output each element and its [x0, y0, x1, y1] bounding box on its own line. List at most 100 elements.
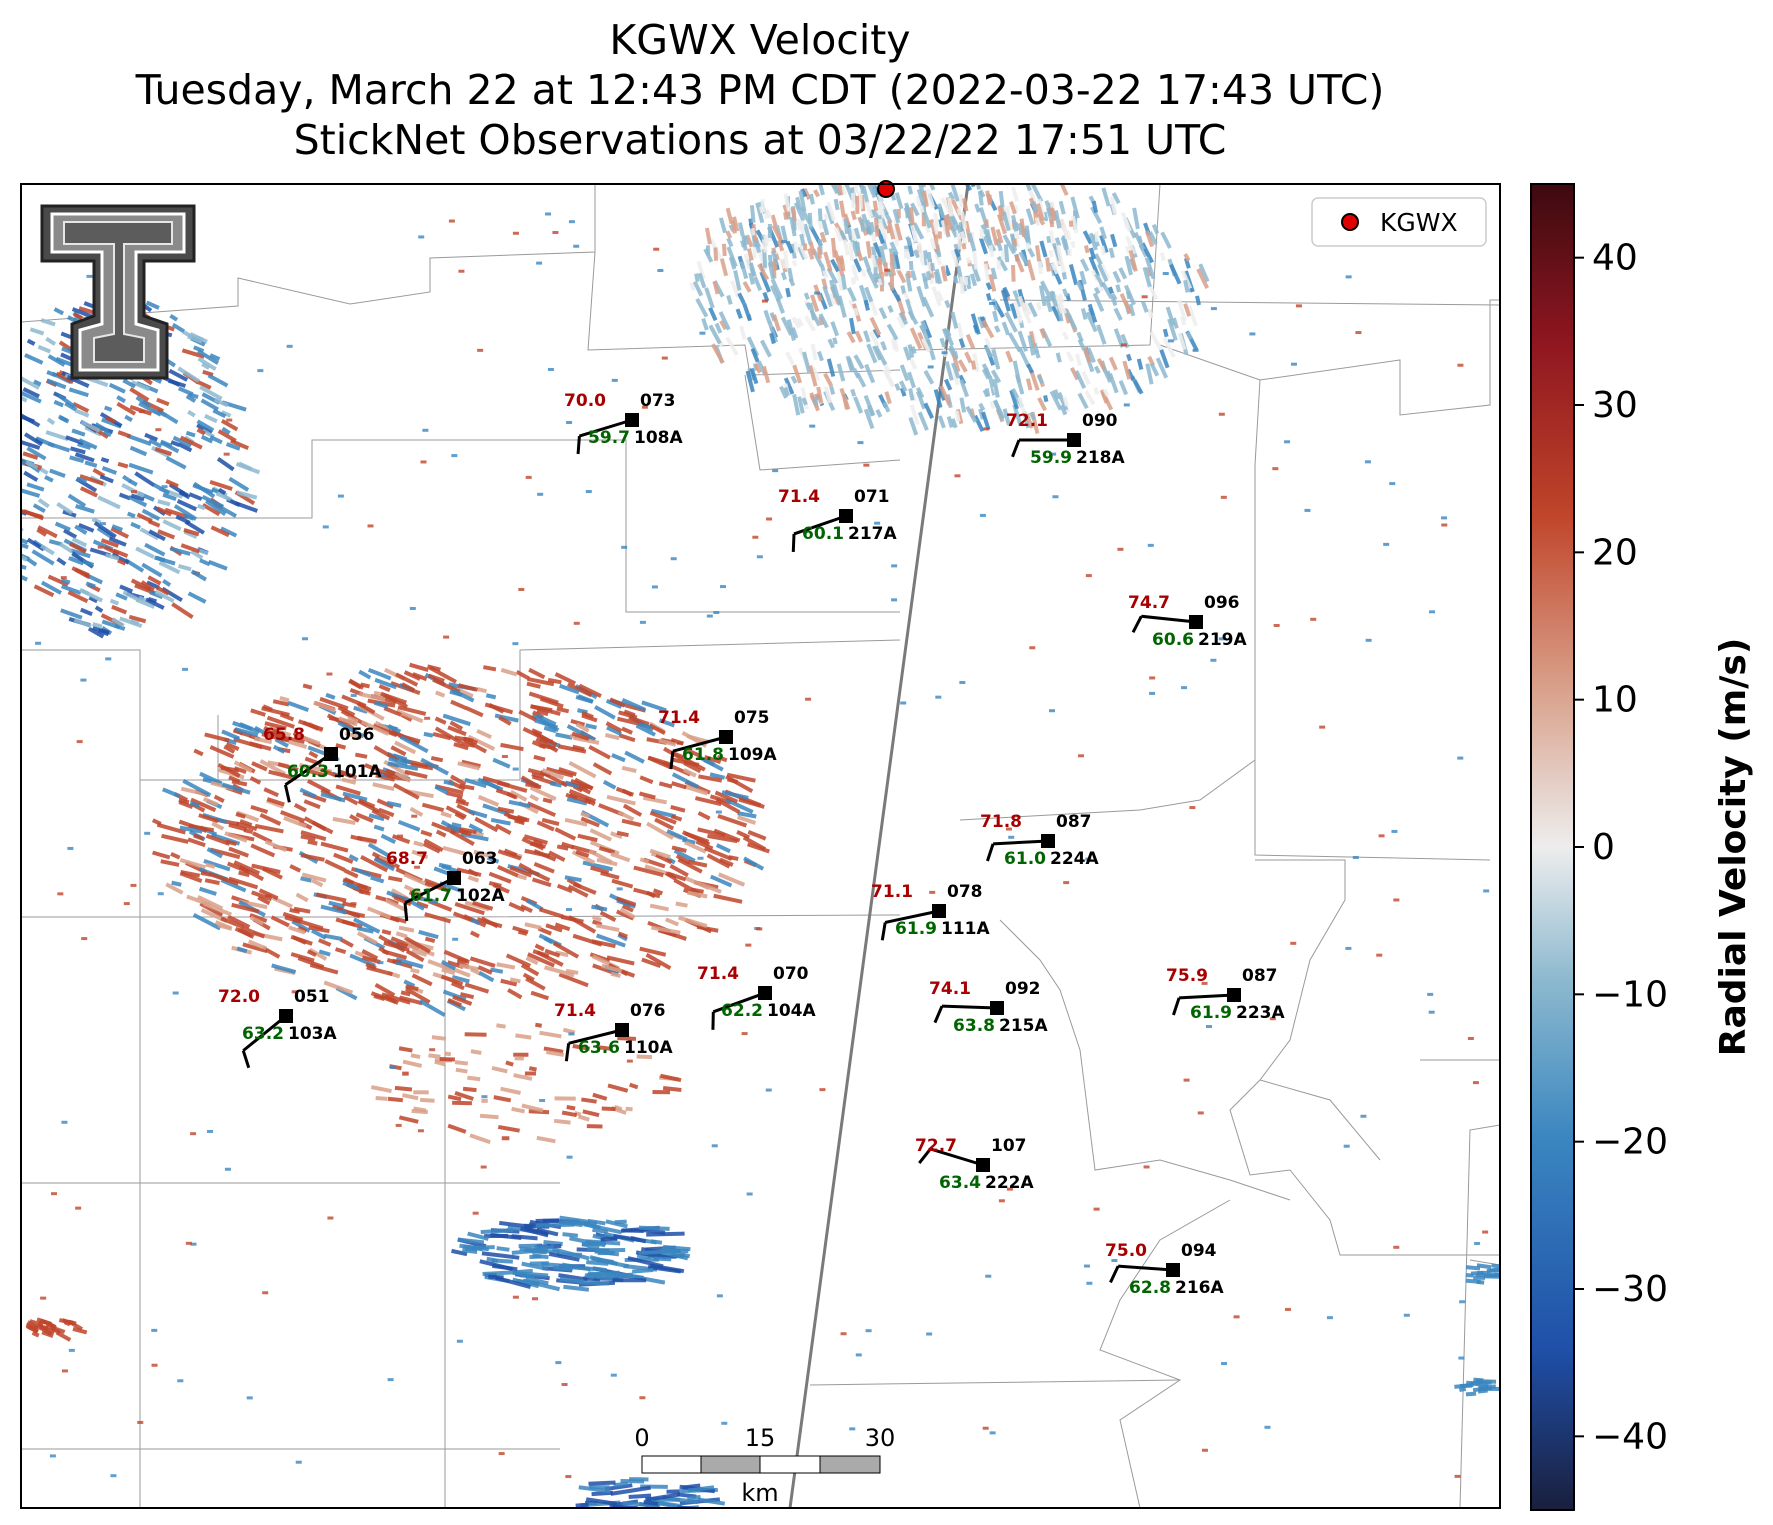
wind-barb-flag: [918, 1147, 932, 1164]
station-id: 224A: [1050, 849, 1099, 869]
station-id: 109A: [728, 745, 777, 765]
wind-barb-flag: [1172, 997, 1181, 1016]
wind-barb-staff: [1141, 614, 1197, 624]
colorbar-tick-label: 0: [1592, 827, 1615, 868]
station-109A[interactable]: 71.4 075 61.8 109A: [658, 708, 777, 770]
station-marker[interactable]: [625, 413, 639, 427]
scale-bar: 0 15 30 km: [634, 1424, 895, 1507]
station-marker[interactable]: [719, 730, 733, 744]
station-110A[interactable]: 71.4 076 63.6 110A: [554, 1001, 673, 1062]
station-216A[interactable]: 75.0 094 62.8 216A: [1105, 1241, 1224, 1298]
station-219A[interactable]: 74.7 096 60.6 219A: [1128, 593, 1247, 650]
station-dewpoint: 59.9: [1030, 448, 1072, 468]
station-wind-direction: 078: [947, 882, 983, 902]
wind-barb-flag: [1011, 439, 1021, 458]
station-id: 110A: [624, 1038, 673, 1058]
station-marker[interactable]: [839, 509, 853, 523]
wind-barb-flag: [880, 922, 887, 941]
station-marker[interactable]: [1166, 1263, 1180, 1277]
wind-barb-staff: [884, 909, 940, 924]
wind-barb-staff: [1118, 1264, 1174, 1272]
station-marker[interactable]: [279, 1009, 293, 1023]
station-marker[interactable]: [324, 747, 338, 761]
station-id: 104A: [767, 1001, 816, 1021]
colorbar-tick-label: 40: [1592, 238, 1638, 279]
wind-barb-flag: [933, 1005, 944, 1024]
station-dewpoint: 61.8: [682, 745, 724, 765]
wind-barb-flag: [283, 784, 291, 803]
station-id: 218A: [1076, 448, 1125, 468]
station-id: 222A: [985, 1173, 1034, 1193]
station-dewpoint: 59.7: [588, 428, 630, 448]
station-224A[interactable]: 71.8 087 61.0 224A: [980, 812, 1099, 869]
wind-barb-staff: [712, 991, 766, 1014]
station-wind-direction: 071: [854, 487, 890, 507]
station-id: 219A: [1198, 630, 1247, 650]
station-101A[interactable]: 65.8 056 60.3 101A: [263, 725, 382, 803]
texas-tech-logo: [40, 204, 196, 380]
wind-barb-flag: [576, 435, 581, 455]
station-temperature: 71.8: [980, 812, 1022, 832]
station-id: 103A: [288, 1024, 337, 1044]
station-temperature: 70.0: [564, 391, 606, 411]
station-temperature: 72.0: [218, 987, 260, 1007]
station-dewpoint: 61.9: [895, 919, 937, 939]
wind-barb-staff: [568, 1028, 623, 1045]
station-wind-direction: 070: [773, 964, 809, 984]
station-dewpoint: 60.3: [287, 762, 329, 782]
station-wind-direction: 087: [1056, 812, 1092, 832]
wind-barb-staff: [578, 418, 633, 438]
station-marker[interactable]: [932, 904, 946, 918]
station-217A[interactable]: 71.4 071 60.1 217A: [778, 487, 897, 552]
wind-barb-flag: [564, 1043, 571, 1062]
station-temperature: 71.4: [778, 487, 820, 507]
station-temperature: 72.7: [915, 1136, 957, 1156]
station-218A[interactable]: 72.1 090 59.9 218A: [1006, 411, 1125, 468]
station-dewpoint: 61.7: [410, 886, 452, 906]
velocity-field: [21, 184, 1500, 1508]
station-marker[interactable]: [990, 1001, 1004, 1015]
station-id: 101A: [333, 762, 382, 782]
scale-label-15: 15: [745, 1424, 776, 1452]
station-marker[interactable]: [1227, 988, 1241, 1002]
station-102A[interactable]: 68.7 063 61.7 102A: [386, 849, 505, 922]
station-id: 217A: [848, 524, 897, 544]
station-104A[interactable]: 71.4 070 62.2 104A: [697, 964, 816, 1030]
station-wind-direction: 092: [1005, 979, 1041, 999]
station-wind-direction: 087: [1242, 966, 1278, 986]
station-temperature: 71.1: [871, 882, 913, 902]
station-223A[interactable]: 75.9 087 61.9 223A: [1166, 966, 1285, 1023]
station-marker[interactable]: [1189, 615, 1203, 629]
station-222A[interactable]: 72.7 107 63.4 222A: [915, 1136, 1034, 1193]
station-id: 216A: [1175, 1278, 1224, 1298]
station-temperature: 72.1: [1006, 411, 1048, 431]
station-dewpoint: 62.2: [721, 1001, 763, 1021]
station-marker[interactable]: [976, 1158, 990, 1172]
station-wind-direction: 051: [294, 987, 330, 1007]
station-dewpoint: 63.8: [953, 1016, 995, 1036]
station-marker[interactable]: [1067, 433, 1081, 447]
colorbar-tick-label: −20: [1592, 1122, 1668, 1163]
station-marker[interactable]: [615, 1023, 629, 1037]
station-marker[interactable]: [758, 986, 772, 1000]
map-border: [20, 183, 1501, 1509]
station-108A[interactable]: 70.0 073 59.7 108A: [564, 391, 683, 455]
station-temperature: 65.8: [263, 725, 305, 745]
station-dewpoint: 60.6: [1152, 630, 1194, 650]
wind-barb-flag: [1131, 615, 1143, 633]
station-wind-direction: 094: [1181, 1241, 1217, 1261]
station-temperature: 75.9: [1166, 966, 1208, 986]
scale-label-30: 30: [865, 1424, 896, 1452]
wind-barb-staff: [941, 1004, 998, 1010]
wind-barb-staff: [672, 735, 727, 753]
station-marker[interactable]: [447, 871, 461, 885]
station-temperature: 71.4: [658, 708, 700, 728]
legend-label: KGWX: [1380, 208, 1458, 237]
station-215A[interactable]: 74.1 092 63.8 215A: [929, 979, 1048, 1036]
station-111A[interactable]: 71.1 078 61.9 111A: [871, 882, 990, 941]
scale-label-0: 0: [634, 1424, 649, 1452]
colorbar-tick-label: 20: [1592, 532, 1638, 573]
station-marker[interactable]: [1041, 834, 1055, 848]
station-dewpoint: 61.9: [1190, 1003, 1232, 1023]
station-103A[interactable]: 72.0 051 63.2 103A: [218, 987, 337, 1069]
